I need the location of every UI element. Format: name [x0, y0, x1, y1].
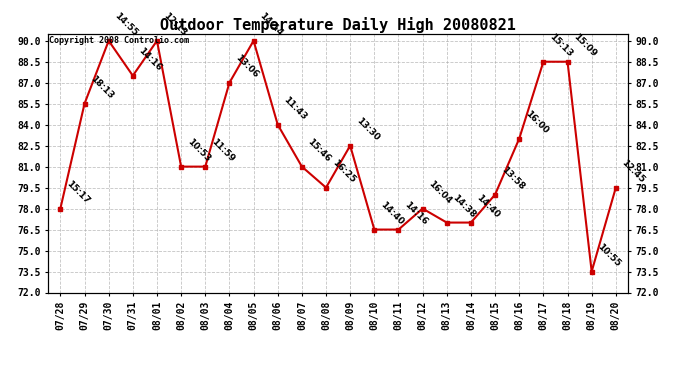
Text: 11:43: 11:43 — [282, 95, 308, 122]
Text: 11:59: 11:59 — [210, 137, 236, 164]
Text: 14:14: 14:14 — [258, 11, 284, 38]
Text: 10:53: 10:53 — [186, 137, 212, 164]
Text: 16:04: 16:04 — [427, 179, 453, 206]
Text: 15:09: 15:09 — [572, 32, 598, 59]
Text: 15:13: 15:13 — [548, 32, 574, 59]
Title: Outdoor Temperature Daily High 20080821: Outdoor Temperature Daily High 20080821 — [160, 16, 516, 33]
Text: 16:25: 16:25 — [331, 158, 357, 185]
Text: 13:58: 13:58 — [500, 165, 526, 192]
Text: 14:16: 14:16 — [137, 46, 164, 73]
Text: 14:38: 14:38 — [451, 193, 477, 220]
Text: 18:13: 18:13 — [89, 74, 115, 101]
Text: 12:13: 12:13 — [161, 11, 188, 38]
Text: 14:16: 14:16 — [403, 200, 429, 227]
Text: 12:45: 12:45 — [620, 158, 647, 185]
Text: 14:40: 14:40 — [475, 193, 502, 220]
Text: 16:00: 16:00 — [524, 110, 550, 136]
Text: 14:55: 14:55 — [113, 11, 139, 38]
Text: 13:30: 13:30 — [355, 116, 381, 143]
Text: 13:06: 13:06 — [234, 53, 260, 80]
Text: 15:46: 15:46 — [306, 137, 333, 164]
Text: 14:40: 14:40 — [379, 200, 405, 227]
Text: Copyright 2008 Controlio.com: Copyright 2008 Controlio.com — [49, 36, 189, 45]
Text: 10:55: 10:55 — [596, 242, 622, 269]
Text: 15:17: 15:17 — [65, 179, 91, 206]
